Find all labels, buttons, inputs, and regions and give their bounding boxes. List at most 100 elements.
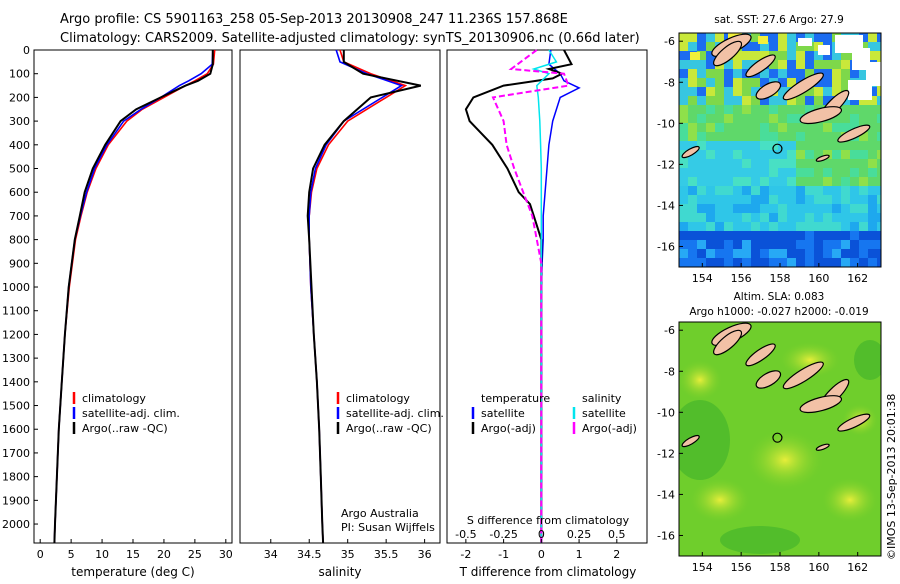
depth-tick-label: 1100 xyxy=(2,305,30,318)
sst-cell xyxy=(742,186,751,195)
sst-cell xyxy=(832,213,841,222)
sst-cell xyxy=(760,69,769,78)
sst-cell xyxy=(841,123,850,132)
sst-cell xyxy=(760,96,769,105)
depth-tick-label: 500 xyxy=(9,163,30,176)
sst-cell xyxy=(823,69,832,78)
sst-cell xyxy=(832,204,841,213)
sst-cell xyxy=(733,258,742,267)
sst-cell xyxy=(706,213,715,222)
sst-cell xyxy=(877,249,881,258)
sst-cell xyxy=(715,114,724,123)
sst-cell xyxy=(814,141,823,150)
sst-lat-tick-label: -12 xyxy=(657,158,675,171)
sst-cell xyxy=(787,114,796,123)
difference-top-x-label: S difference from climatology xyxy=(467,514,630,527)
sst-cell xyxy=(769,123,778,132)
sst-cell xyxy=(751,42,760,51)
figure-title-line1: Argo profile: CS 5901163_258 05-Sep-2013… xyxy=(60,12,568,27)
sst-cell xyxy=(715,105,724,114)
difference-top-tick-label: 0 xyxy=(538,528,545,541)
sst-cell xyxy=(814,51,823,60)
sst-cell xyxy=(697,168,706,177)
sst-cell xyxy=(787,33,796,42)
sst-cell xyxy=(688,159,697,168)
sst-cell xyxy=(697,132,706,141)
sst-cell xyxy=(823,177,832,186)
sst-cell xyxy=(778,105,787,114)
sst-lon-tick-label: 162 xyxy=(847,272,868,285)
sst-cell xyxy=(769,249,778,258)
sst-cell xyxy=(742,249,751,258)
sst-cell xyxy=(760,42,769,51)
sst-cell xyxy=(814,240,823,249)
sst-cell xyxy=(778,87,787,96)
sst-island-santa-isabel xyxy=(782,72,824,101)
sst-cell xyxy=(724,177,733,186)
sst-cell xyxy=(778,240,787,249)
sst-cell xyxy=(688,42,697,51)
sst-cell xyxy=(823,96,832,105)
sst-cell xyxy=(850,195,859,204)
sst-cell xyxy=(769,114,778,123)
sst-cell xyxy=(697,249,706,258)
sst-cell xyxy=(868,222,877,231)
sst-cell xyxy=(742,96,751,105)
sst-cell xyxy=(706,42,715,51)
sst-cell xyxy=(787,195,796,204)
sst-cell xyxy=(679,213,688,222)
sst-cell xyxy=(796,204,805,213)
sst-cell xyxy=(688,60,697,69)
sst-cell xyxy=(760,168,769,177)
sla-lat-tick-label: -16 xyxy=(657,529,675,542)
depth-tick-label: 1000 xyxy=(2,281,30,294)
sst-cell xyxy=(706,78,715,87)
sst-cell xyxy=(787,96,796,105)
sst-cell xyxy=(823,258,832,267)
salinity-plot-frame xyxy=(239,49,441,544)
sal-legend-satellite-label: satellite-adj. clim. xyxy=(346,407,444,420)
sst-cell xyxy=(787,69,796,78)
sst-cell xyxy=(814,150,823,159)
sst-cell xyxy=(760,132,769,141)
sst-cell xyxy=(697,141,706,150)
sst-cell xyxy=(787,105,796,114)
sst-cell xyxy=(805,177,814,186)
sst-cell xyxy=(778,177,787,186)
sst-cell xyxy=(742,231,751,240)
sla-lat-tick-label: -10 xyxy=(657,406,675,419)
sla-low-anomaly xyxy=(854,340,881,380)
sla-lat-tick-label: -14 xyxy=(657,488,675,501)
sst-cell xyxy=(715,33,724,42)
sst-cell xyxy=(760,78,769,87)
sst-cell xyxy=(733,186,742,195)
sst-cell xyxy=(796,42,805,51)
sst-cell xyxy=(751,33,760,42)
sst-cell xyxy=(706,150,715,159)
sst-cell xyxy=(823,204,832,213)
depth-tick-label: 2000 xyxy=(2,518,30,531)
sst-cell xyxy=(688,213,697,222)
sst-cell xyxy=(850,204,859,213)
sst-cell xyxy=(724,213,733,222)
sst-cell xyxy=(751,204,760,213)
sst-cell xyxy=(724,231,733,240)
sst-cell xyxy=(751,213,760,222)
sla-map-subtitle: Argo h1000: -0.027 h2000: -0.019 xyxy=(689,306,868,318)
sst-cell xyxy=(859,186,868,195)
sst-cell xyxy=(733,60,742,69)
sst-cell xyxy=(787,213,796,222)
difference-x-tick-label: -2 xyxy=(460,548,471,561)
sst-cell xyxy=(742,123,751,132)
sst-cell xyxy=(688,87,697,96)
sst-cell xyxy=(850,123,859,132)
sst-cell xyxy=(760,51,769,60)
sst-cell xyxy=(832,168,841,177)
sst-cell xyxy=(742,222,751,231)
sst-cell xyxy=(814,222,823,231)
sst-cell xyxy=(742,42,751,51)
sla-low-anomaly xyxy=(720,526,800,554)
sst-cell xyxy=(733,231,742,240)
sst-cell xyxy=(769,222,778,231)
sst-cell xyxy=(814,168,823,177)
